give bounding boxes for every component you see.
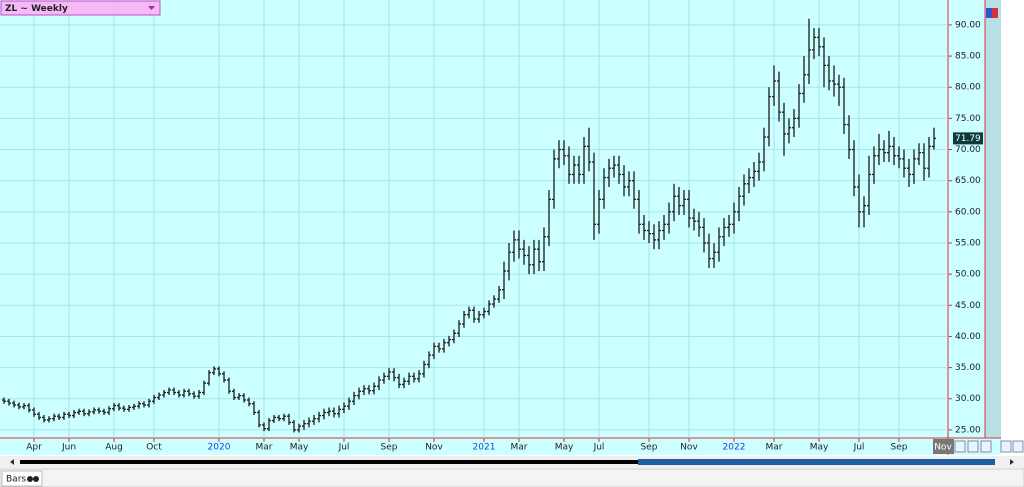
y-tick-label: 50.00 (955, 270, 981, 280)
sell-icon[interactable] (992, 8, 998, 18)
scroll-right[interactable] (1010, 459, 1014, 465)
symbol-selector[interactable] (0, 0, 161, 16)
y-tick-label: 25.00 (955, 425, 981, 435)
y-tick-label: 60.00 (955, 207, 981, 217)
y-tick-label: 40.00 (955, 332, 981, 342)
tab[interactable] (1, 470, 43, 487)
axis-button[interactable] (954, 440, 966, 453)
x-tick-label: 2020 (208, 443, 231, 453)
axis-button[interactable] (967, 440, 979, 453)
scroll-left[interactable] (10, 459, 14, 465)
y-tick-label: 90.00 (955, 20, 981, 30)
x-tick-label: 2021 (473, 443, 496, 453)
x-tick-label: Mar (511, 443, 528, 453)
last-price-label: 71.79 (955, 134, 981, 144)
marks: 25.00 30.00 35.00 40.00 45.00 50.00 55.00 60.00… (0, 0, 983, 454)
y-tick-label: 45.00 (955, 301, 981, 311)
x-tick-label: Sep (641, 443, 658, 453)
y-tick-label: 70.00 (955, 145, 981, 155)
y-tick-label: 80.00 (955, 83, 981, 93)
dropdown-arrow[interactable] (148, 6, 155, 10)
x-tick-label: Nov (680, 443, 698, 453)
x-tick-label: May (290, 443, 309, 453)
x-marker-box (933, 439, 954, 454)
tab-icon (27, 476, 33, 482)
last-price-box (953, 132, 983, 145)
x-tick-label: Apr (26, 443, 42, 453)
x-tick-label: Jul (853, 443, 865, 453)
tab-label: Bars (6, 475, 26, 485)
x-tick-label: Sep (381, 443, 398, 453)
x-tick-label: May (810, 443, 829, 453)
buy-icon[interactable] (986, 8, 992, 18)
x-marker-label: Nov (934, 443, 952, 453)
axis-button[interactable] (1012, 440, 1024, 453)
tab-icon (33, 476, 39, 482)
x-tick-label: Mar (256, 443, 273, 453)
x-tick-label: Aug (105, 443, 123, 453)
axis-button[interactable] (1000, 440, 1012, 453)
scroll-thumb[interactable] (638, 459, 995, 465)
x-axis-band (0, 438, 1001, 455)
plot-area (0, 0, 948, 438)
tab-bar (0, 468, 1024, 487)
x-tick-label: Sep (891, 443, 908, 453)
y-tick-label: 55.00 (955, 238, 981, 248)
x-tick-label: Nov (425, 443, 443, 453)
x-tick-label: 2022 (723, 443, 746, 453)
chart-title: ZL ~ Weekly (5, 4, 68, 14)
x-tick-label: Jul (338, 443, 350, 453)
y-tick-label: 35.00 (955, 363, 981, 373)
y-tick-label: 85.00 (955, 52, 981, 62)
y-tick-label: 75.00 (955, 114, 981, 124)
x-tick-label: Mar (766, 443, 783, 453)
y-tick-label: 65.00 (955, 176, 981, 186)
y-tick-label: 30.00 (955, 394, 981, 404)
side-panel (985, 0, 1001, 438)
axis-button[interactable] (980, 440, 992, 453)
price-axis (948, 0, 985, 438)
scroll-track (20, 460, 995, 464)
axis-buttons[interactable] (954, 440, 1024, 453)
x-tick-label: Jul (593, 443, 605, 453)
x-tick-label: Oct (146, 443, 162, 453)
x-tick-label: May (555, 443, 574, 453)
x-tick-label: Jun (61, 443, 76, 453)
